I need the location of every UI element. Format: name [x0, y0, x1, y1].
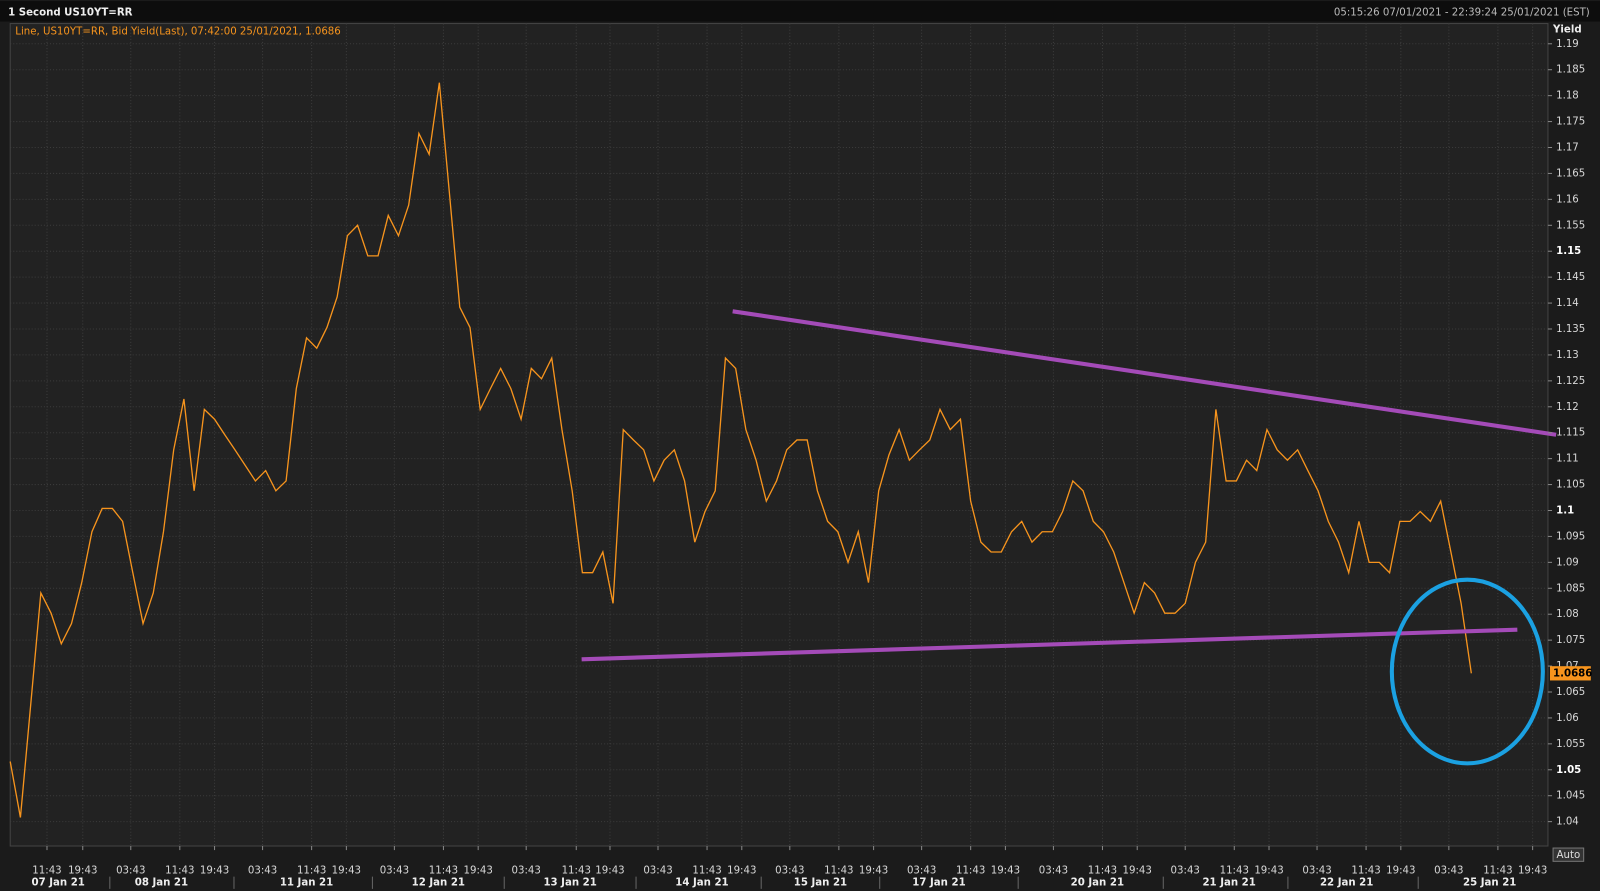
y-tick-label: 1.075 — [1556, 635, 1585, 646]
x-tick-label: 11:43 — [824, 866, 853, 877]
x-tick-label: 03:43 — [248, 866, 277, 877]
date-label: 07 Jan 21 — [32, 878, 85, 889]
x-tick-label: 03:43 — [1171, 866, 1200, 877]
y-tick-label: 1.13 — [1556, 350, 1579, 361]
marks — [9, 82, 1472, 818]
date-label: 17 Jan 21 — [912, 878, 965, 889]
data-line — [9, 82, 1472, 818]
plot-area — [9, 23, 1549, 847]
y-tick-label: 1.095 — [1556, 531, 1585, 542]
x-tick-label: 19:43 — [991, 866, 1020, 877]
x-tick-label: 19:43 — [1123, 866, 1152, 877]
date-label: 20 Jan 21 — [1071, 878, 1124, 889]
x-tick-label: 03:43 — [775, 866, 804, 877]
y-tick-label: 1.05 — [1556, 765, 1581, 776]
y-tick-label: 1.155 — [1556, 220, 1585, 231]
x-tick-label: 11:43 — [1483, 866, 1512, 877]
date-label: 15 Jan 21 — [794, 878, 847, 889]
y-tick-label: 1.08 — [1556, 609, 1579, 620]
y-tick-label: 1.19 — [1556, 39, 1579, 50]
y-tick-label: 1.18 — [1556, 91, 1579, 102]
x-tick-label: 19:43 — [859, 866, 888, 877]
x-tick-label: 11:43 — [956, 866, 985, 877]
x-tick-label: 11:43 — [32, 866, 61, 877]
date-label: 11 Jan 21 — [280, 878, 333, 889]
x-tick-label: 11:43 — [429, 866, 458, 877]
y-tick-label: 1.065 — [1556, 687, 1585, 698]
x-tick-label: 19:43 — [1518, 866, 1547, 877]
y-tick-label: 1.175 — [1556, 117, 1585, 128]
last-value-label: 1.0686 — [1553, 668, 1592, 679]
x-tick-label: 19:43 — [463, 866, 492, 877]
x-tick-label: 03:43 — [643, 866, 672, 877]
y-tick-label: 1.11 — [1556, 454, 1579, 465]
y-tick-label: 1.125 — [1556, 376, 1585, 387]
auto-button-label[interactable]: Auto — [1557, 850, 1581, 861]
y-tick-label: 1.115 — [1556, 428, 1585, 439]
x-tick-label: 11:43 — [1088, 866, 1117, 877]
x-tick-label: 19:43 — [727, 866, 756, 877]
x-tick-label: 19:43 — [200, 866, 229, 877]
y-axis-label: Yield — [1552, 25, 1582, 36]
y-tick-label: 1.145 — [1556, 272, 1585, 283]
y-tick-label: 1.1 — [1556, 505, 1574, 516]
resistance-trendline — [732, 309, 1557, 437]
y-tick-label: 1.055 — [1556, 739, 1585, 750]
auto-button[interactable] — [1552, 847, 1585, 862]
x-tick-label: 03:43 — [1039, 866, 1068, 877]
x-tick-label: 11:43 — [562, 866, 591, 877]
y-tick-label: 1.17 — [1556, 142, 1579, 153]
x-tick-label: 11:43 — [692, 866, 721, 877]
x-tick-label: 03:43 — [512, 866, 541, 877]
y-tick-label: 1.14 — [1556, 298, 1579, 309]
last-value-box — [1550, 666, 1591, 681]
x-tick-label: 03:43 — [1434, 866, 1463, 877]
y-tick-label: 1.04 — [1556, 817, 1579, 828]
chart-subtitle: 05:15:26 07/01/2021 - 22:39:24 25/01/202… — [1334, 7, 1590, 18]
y-tick-label: 1.15 — [1556, 246, 1581, 257]
x-tick-label: 11:43 — [1351, 866, 1380, 877]
x-tick-label: 03:43 — [380, 866, 409, 877]
y-tick-label: 1.185 — [1556, 65, 1585, 76]
header-bar — [0, 1, 1600, 22]
y-tick-label: 1.135 — [1556, 324, 1585, 335]
y-tick-label: 1.09 — [1556, 557, 1579, 568]
y-tick-label: 1.12 — [1556, 402, 1579, 413]
y-tick-label: 1.105 — [1556, 480, 1585, 491]
x-tick-label: 11:43 — [1220, 866, 1249, 877]
x-tick-label: 19:43 — [1254, 866, 1283, 877]
date-label: 21 Jan 21 — [1202, 878, 1255, 889]
x-tick-label: 19:43 — [595, 866, 624, 877]
date-label: 25 Jan 21 — [1463, 878, 1516, 889]
y-tick-label: 1.085 — [1556, 583, 1585, 594]
date-label: 08 Jan 21 — [135, 878, 188, 889]
x-tick-label: 19:43 — [1386, 866, 1415, 877]
highlight-circle — [1389, 577, 1545, 766]
legend-text: Line, US10YT=RR, Bid Yield(Last), 07:42:… — [15, 27, 340, 38]
x-tick-label: 19:43 — [332, 866, 361, 877]
date-label: 14 Jan 21 — [675, 878, 728, 889]
x-tick-label: 03:43 — [907, 866, 936, 877]
y-tick-label: 1.045 — [1556, 791, 1585, 802]
x-tick-label: 19:43 — [68, 866, 97, 877]
date-label: 13 Jan 21 — [543, 878, 596, 889]
date-label: 22 Jan 21 — [1320, 878, 1373, 889]
y-tick-label: 1.165 — [1556, 168, 1585, 179]
date-label: 12 Jan 21 — [412, 878, 465, 889]
support-trendline — [581, 627, 1518, 662]
y-tick-label: 1.16 — [1556, 194, 1579, 205]
x-tick-label: 11:43 — [297, 866, 326, 877]
x-tick-label: 11:43 — [165, 866, 194, 877]
y-tick-label: 1.06 — [1556, 713, 1579, 724]
x-tick-label: 03:43 — [1302, 866, 1331, 877]
x-tick-label: 03:43 — [116, 866, 145, 877]
chart-title: 1 Second US10YT=RR — [8, 7, 133, 18]
